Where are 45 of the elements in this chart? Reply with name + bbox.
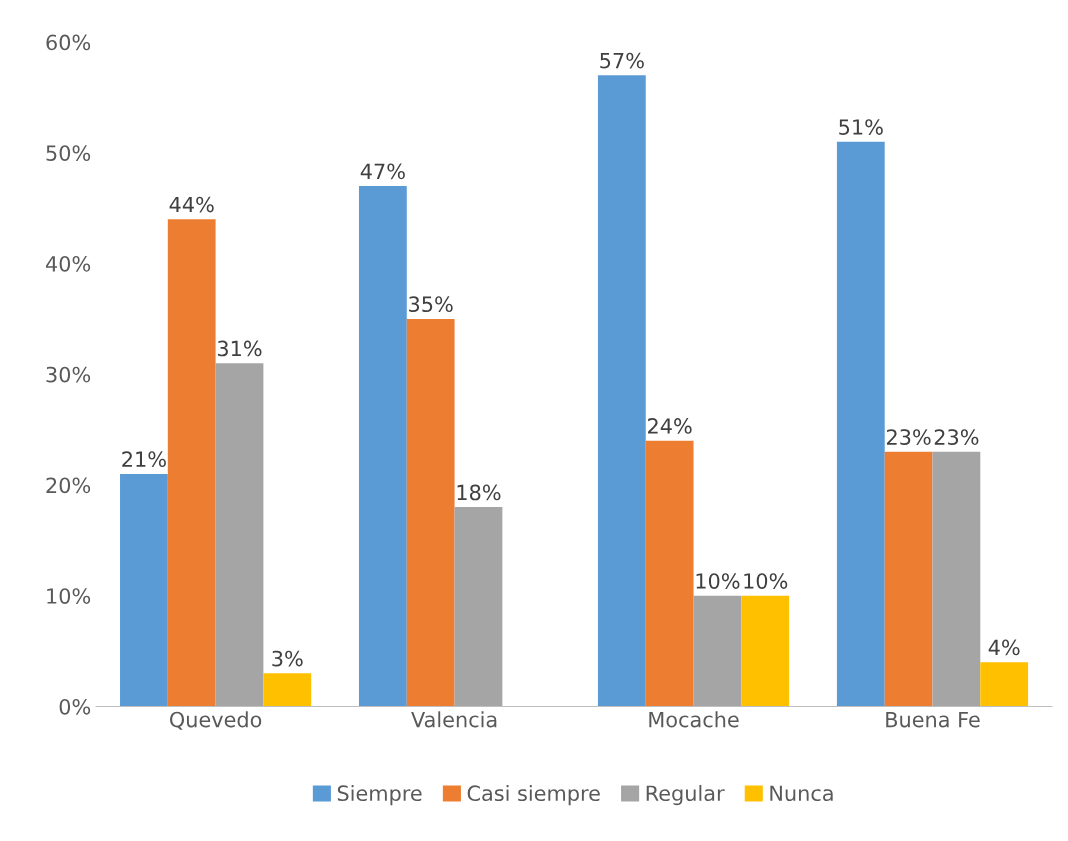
bar: [884, 451, 933, 707]
legend-label: Nunca: [770, 785, 833, 802]
bar: [358, 186, 407, 707]
bar: [597, 75, 646, 707]
data-label: 3%: [272, 650, 303, 667]
x-tick-label: Mocache: [649, 711, 739, 728]
bar: [645, 440, 694, 707]
x-tick-label: Valencia: [411, 711, 497, 728]
bar: [836, 141, 885, 707]
data-label: 35%: [409, 296, 453, 313]
y-tick-label: 50%: [46, 145, 91, 161]
data-label: 51%: [839, 119, 883, 135]
data-label: 24%: [648, 418, 692, 434]
y-tick-label: 60%: [46, 34, 91, 51]
y-tick-label: 30%: [46, 366, 91, 383]
bar: [932, 451, 981, 707]
data-label: 23%: [934, 429, 979, 445]
data-label: 4%: [988, 639, 1020, 656]
y-tick-label: 40%: [45, 255, 91, 272]
data-label: 10%: [744, 573, 788, 589]
data-label: 31%: [217, 340, 262, 357]
legend-label: Siempre: [337, 784, 422, 806]
data-label: 23%: [886, 429, 931, 445]
y-tick-label: 0%: [59, 698, 91, 715]
bar: [406, 318, 455, 707]
legend-label: Regular: [646, 784, 725, 806]
bar: [454, 507, 503, 707]
data-label: 57%: [600, 52, 644, 69]
y-tick-label: 20%: [46, 477, 91, 494]
bar: [693, 595, 742, 707]
data-label: 18%: [457, 484, 501, 501]
data-label: 44%: [169, 196, 214, 213]
bar: [215, 363, 264, 707]
x-tick-label: Buena Fe: [886, 711, 980, 728]
bar: [741, 595, 790, 707]
bar: [167, 219, 216, 707]
bar: [980, 662, 1029, 707]
data-label: 21%: [122, 451, 166, 468]
bar: [120, 473, 168, 707]
y-tick-label: 10%: [47, 588, 91, 604]
legend-label: Casi siempre: [467, 784, 600, 806]
data-label: 10%: [696, 573, 740, 589]
x-tick-label: Quevedo: [170, 711, 262, 730]
data-label: 47%: [360, 163, 405, 180]
bar: [263, 673, 312, 707]
